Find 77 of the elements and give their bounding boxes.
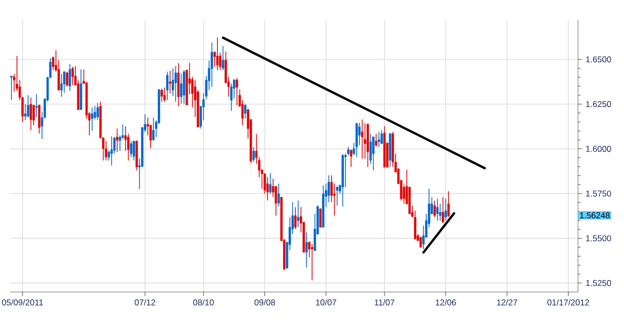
- x-tick-label: 10/07: [316, 299, 336, 306]
- candlestick: [244, 104, 246, 119]
- x-tick-label: 12/06: [436, 299, 456, 306]
- candlestick: [380, 130, 383, 144]
- candlestick: [24, 104, 26, 121]
- candlestick: [26, 94, 30, 118]
- candlestick: [378, 131, 380, 148]
- candlestick: [236, 78, 238, 106]
- candlestick: [444, 198, 447, 221]
- candlestick: [152, 117, 155, 142]
- candlestick: [35, 94, 38, 118]
- candlestick: [252, 146, 255, 162]
- candlestick: [297, 200, 300, 228]
- candlestick: [372, 136, 375, 171]
- x-tick-label: 11/07: [374, 299, 394, 306]
- candlestick: [110, 136, 113, 166]
- x-tick-label: 12/27: [497, 299, 518, 306]
- candlestick: [30, 97, 32, 131]
- candlestick: [66, 71, 68, 88]
- candlestick: [442, 196, 444, 223]
- candlestick: [116, 128, 118, 152]
- candlestick: [222, 46, 224, 71]
- x-tick-label: 01/17/2012: [547, 299, 590, 306]
- candlestick: [38, 104, 40, 134]
- candlestick: [60, 74, 63, 98]
- candlestick: [216, 36, 219, 71]
- candlestick: [132, 140, 136, 161]
- candlestick: [68, 64, 72, 92]
- candlestick: [278, 183, 280, 207]
- candlestick: [10, 76, 13, 101]
- candlestick: [402, 184, 406, 204]
- candlestick: [210, 42, 214, 88]
- candlestick: [177, 62, 180, 107]
- candlestick: [269, 172, 272, 194]
- candlestick: [374, 133, 378, 148]
- candlestick: [336, 186, 338, 206]
- y-tick-label: 1.6250: [586, 101, 612, 108]
- candlestick: [447, 190, 450, 218]
- candlestick: [333, 183, 336, 216]
- candlestick: [305, 232, 308, 268]
- candlestick: [130, 140, 132, 158]
- candlestick: [96, 102, 99, 121]
- candlestick: [90, 107, 94, 132]
- candlestick: [356, 122, 358, 158]
- candlestick: [294, 206, 297, 230]
- y-tick-label: 1.5750: [586, 190, 612, 197]
- candlestick: [160, 88, 163, 102]
- candlestick: [433, 200, 436, 218]
- x-tick-label: 09/08: [254, 299, 275, 306]
- y-tick-label: 1.6500: [586, 56, 612, 62]
- text: 1.56248: [580, 212, 610, 218]
- candlestick: [436, 198, 439, 221]
- y-tick-label: 1.5500: [586, 235, 612, 242]
- candlestick: [414, 210, 416, 240]
- x-tick-label: 07/12: [134, 299, 156, 306]
- x-tick-label: 08/10: [193, 299, 214, 306]
- candlestick: [364, 123, 366, 160]
- candlestick: [182, 70, 186, 104]
- candlestick: [310, 244, 314, 281]
- candlestick: [358, 122, 361, 146]
- candlestick: [266, 176, 269, 201]
- candlestick: [174, 66, 177, 102]
- candlestick: [168, 70, 172, 94]
- candlestick: [63, 70, 66, 94]
- candlestick: [163, 87, 166, 102]
- candlestick: [166, 71, 168, 101]
- candlestick: [361, 119, 364, 160]
- candlestick: [71, 66, 74, 86]
- y-tick-label: 1.6000: [586, 146, 612, 152]
- candlestick: [439, 203, 442, 221]
- candlestick: [104, 140, 108, 161]
- y-tick-label: 1.5250: [586, 280, 612, 286]
- candlestick: [230, 83, 233, 112]
- candlestick: [328, 174, 330, 203]
- x-tick-label: 05/09/2011: [2, 299, 43, 306]
- candlestick: [350, 149, 352, 168]
- candlestick: [180, 73, 182, 104]
